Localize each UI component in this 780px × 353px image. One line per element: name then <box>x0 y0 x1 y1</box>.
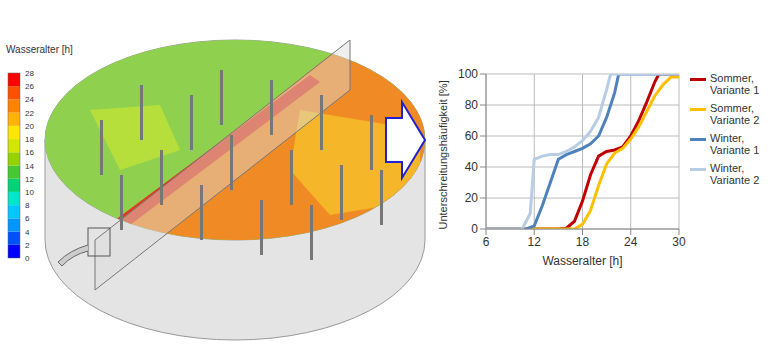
svg-text:6: 6 <box>25 214 30 223</box>
svg-text:12: 12 <box>528 235 542 249</box>
svg-text:16: 16 <box>25 148 34 157</box>
svg-text:22: 22 <box>25 109 34 118</box>
svg-text:6: 6 <box>483 235 490 249</box>
svg-text:Wasseralter [h]: Wasseralter [h] <box>542 254 622 268</box>
svg-text:28: 28 <box>25 69 34 78</box>
svg-text:12: 12 <box>25 175 34 184</box>
svg-text:24: 24 <box>25 95 34 104</box>
svg-text:10: 10 <box>25 188 34 197</box>
html-text:Winter, Variante 1: Winter, Variante 1 <box>710 132 760 156</box>
svg-text:0: 0 <box>25 254 30 263</box>
svg-text:40: 40 <box>465 160 479 174</box>
svg-text:60: 60 <box>465 129 479 143</box>
svg-text:14: 14 <box>25 162 34 171</box>
svg-text:18: 18 <box>25 135 34 144</box>
svg-text:Unterschreitungshäufigkeit [%]: Unterschreitungshäufigkeit [%] <box>437 80 449 229</box>
svg-text:0: 0 <box>471 222 478 236</box>
svg-text:4: 4 <box>25 228 30 237</box>
html-text:Sommer, Variante 1: Sommer, Variante 1 <box>710 72 760 96</box>
svg-text:20: 20 <box>25 122 34 131</box>
svg-text:8: 8 <box>25 201 30 210</box>
svg-text:2: 2 <box>25 241 30 250</box>
svg-text:80: 80 <box>465 98 479 112</box>
svg-text:26: 26 <box>25 82 34 91</box>
svg-text:20: 20 <box>465 191 479 205</box>
svg-text:24: 24 <box>624 235 638 249</box>
html-text:Wasseralter [h]: Wasseralter [h] <box>6 44 73 55</box>
html-text:Sommer, Variante 2: Sommer, Variante 2 <box>710 102 760 126</box>
svg-text:100: 100 <box>458 67 478 81</box>
svg-text:30: 30 <box>672 235 686 249</box>
html-text:Winter, Variante 2: Winter, Variante 2 <box>710 162 760 186</box>
svg-text:18: 18 <box>576 235 590 249</box>
